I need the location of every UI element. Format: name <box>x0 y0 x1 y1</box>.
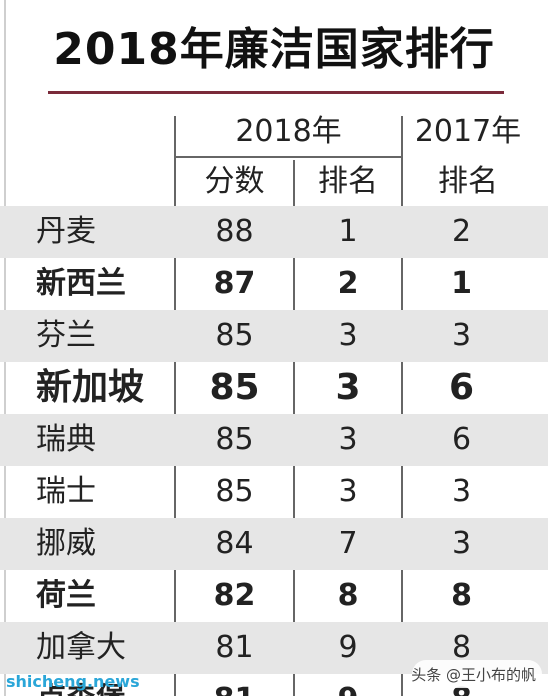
score-cell: 81 <box>176 674 293 696</box>
table-row: 瑞典 85 3 6 <box>0 414 548 466</box>
score-cell: 85 <box>215 318 254 353</box>
score-cell: 81 <box>215 630 254 665</box>
header-rank-2018: 排名 <box>318 164 378 199</box>
country-cell: 加拿大 <box>36 630 126 665</box>
rank-2017-cell: 3 <box>451 318 472 353</box>
header-2017: 2017年 <box>414 114 522 149</box>
rank-2018-cell: 9 <box>338 630 358 665</box>
watermark-author: 头条 @王小布的帆 <box>411 666 536 684</box>
score-cell: 82 <box>213 578 256 613</box>
rank-2018-cell: 3 <box>338 422 358 457</box>
watermark-backdrop <box>412 660 542 688</box>
rank-2018-cell: 3 <box>338 318 358 353</box>
header-score: 分数 <box>204 164 265 199</box>
country-cell: 芬兰 <box>36 318 96 353</box>
table-row: 新加坡 85 3 6 <box>0 362 548 414</box>
rank-2017-cell: 3 <box>451 474 472 509</box>
country-cell: 瑞士 <box>36 474 96 509</box>
country-cell: 荷兰 <box>36 578 96 613</box>
score-cell: 85 <box>215 422 254 457</box>
watermark-site: shicheng.news <box>6 672 140 691</box>
country-cell: 新西兰 <box>36 266 126 301</box>
rank-2017-cell: 1 <box>451 266 472 301</box>
rank-2018-cell: 3 <box>335 367 361 408</box>
header-rank-2017: 排名 <box>438 164 498 199</box>
score-cell: 84 <box>215 526 254 561</box>
rank-2017-cell: 8 <box>451 578 472 613</box>
page-title: 2018年廉洁国家排行 <box>53 24 495 75</box>
column-divider <box>401 116 403 696</box>
score-cell: 85 <box>215 474 254 509</box>
rank-2018-cell: 7 <box>338 526 358 561</box>
country-cell: 卢森堡 <box>36 674 176 696</box>
table-row: 丹麦 88 1 2 <box>0 206 548 258</box>
rank-2018-cell: 2 <box>337 266 359 301</box>
table-row: 芬兰 85 3 3 <box>0 310 548 362</box>
table-row: 新西兰 87 2 1 <box>0 258 548 310</box>
country-cell: 丹麦 <box>36 214 96 249</box>
table-row: 瑞士 85 3 3 <box>0 466 548 518</box>
score-cell: 87 <box>213 266 256 301</box>
score-cell: 85 <box>209 367 260 408</box>
rank-2018-cell: 9 <box>295 674 401 696</box>
score-cell: 88 <box>215 214 254 249</box>
rank-2017-cell: 3 <box>451 526 472 561</box>
rank-2017-cell: 8 <box>451 630 472 665</box>
table-row: 荷兰 82 8 8 <box>0 570 548 622</box>
header-divider <box>174 156 401 158</box>
title-underline <box>48 91 504 94</box>
table-row: 挪威 84 7 3 <box>0 518 548 570</box>
table-row: 卢森堡 81 9 8 <box>0 674 548 696</box>
rank-2018-cell: 8 <box>337 578 359 613</box>
header-2018: 2018年 <box>235 114 342 149</box>
country-cell: 新加坡 <box>36 367 145 408</box>
column-divider <box>174 116 176 696</box>
rank-2018-cell: 1 <box>338 214 358 249</box>
rank-2017-cell: 6 <box>448 367 475 408</box>
rank-2017-cell: 6 <box>451 422 472 457</box>
country-cell: 挪威 <box>36 526 96 561</box>
rank-2018-cell: 3 <box>338 474 358 509</box>
rank-2017-cell: 2 <box>451 214 472 249</box>
country-cell: 瑞典 <box>36 422 96 457</box>
